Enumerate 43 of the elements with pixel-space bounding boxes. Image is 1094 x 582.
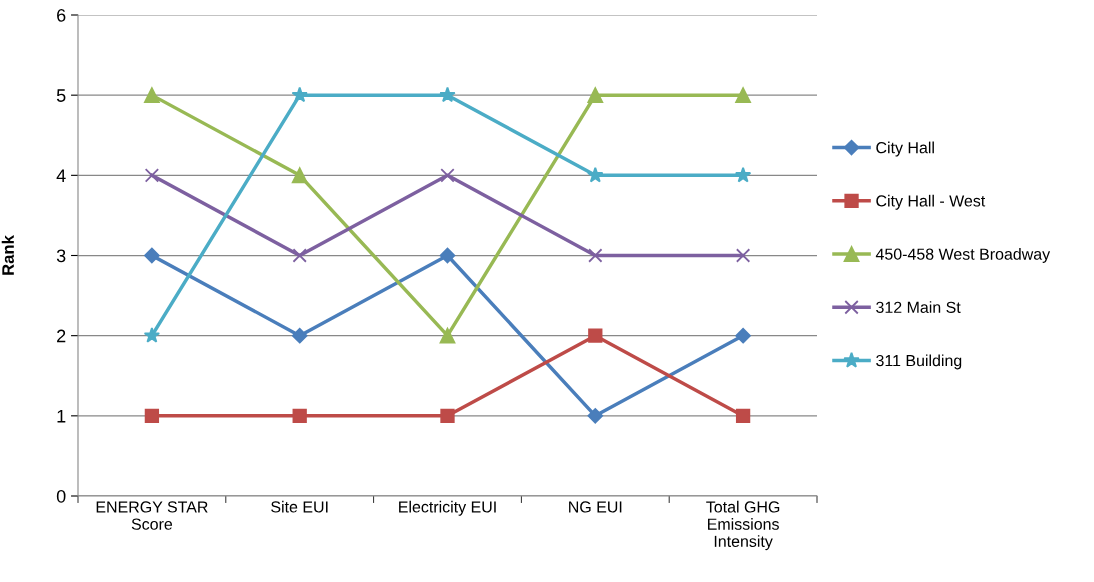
point bbox=[735, 327, 751, 344]
x-tick-label: NG EUI bbox=[569, 501, 622, 513]
x-tick-label: Site EUI bbox=[271, 500, 328, 513]
y-tick-label: 1 bbox=[57, 409, 66, 423]
y-axis-title: Rank bbox=[1, 235, 14, 275]
legend-label: 450-458 West Broadway bbox=[875, 248, 1051, 263]
point bbox=[144, 168, 160, 183]
point bbox=[291, 327, 308, 344]
point bbox=[439, 247, 456, 264]
point bbox=[735, 87, 751, 104]
y-tick-label: 2 bbox=[57, 329, 66, 343]
legend-label: 312 Main St bbox=[876, 301, 961, 314]
x-tick-label: Total GHG Emissions Intensity bbox=[706, 500, 780, 551]
point bbox=[735, 408, 751, 423]
point bbox=[292, 408, 307, 423]
point bbox=[440, 408, 455, 423]
point bbox=[292, 248, 307, 263]
x-tick-label: Electricity EUI bbox=[399, 500, 496, 516]
point bbox=[587, 166, 604, 183]
legend-label: City Hall bbox=[876, 141, 934, 157]
y-tick-label: 4 bbox=[56, 169, 66, 182]
point bbox=[144, 247, 160, 264]
point bbox=[144, 87, 160, 104]
point bbox=[587, 87, 604, 104]
legend-label: 311 Building bbox=[876, 354, 962, 370]
x-tick-label: ENERGY STAR Score bbox=[96, 501, 208, 530]
point bbox=[143, 327, 161, 343]
y-tick-label: 5 bbox=[56, 89, 66, 102]
point bbox=[588, 248, 603, 263]
y-tick-label: 3 bbox=[56, 249, 66, 263]
point bbox=[440, 168, 455, 183]
point bbox=[439, 86, 456, 103]
point bbox=[587, 408, 604, 424]
point bbox=[439, 327, 456, 344]
point bbox=[291, 86, 308, 103]
y-tick-label: 0 bbox=[56, 489, 66, 503]
point bbox=[735, 248, 751, 263]
point bbox=[291, 167, 308, 184]
y-tick-label: 6 bbox=[57, 8, 66, 22]
point bbox=[588, 328, 603, 343]
point bbox=[734, 166, 752, 183]
legend-label: City Hall - West bbox=[876, 194, 986, 210]
point bbox=[144, 408, 160, 423]
